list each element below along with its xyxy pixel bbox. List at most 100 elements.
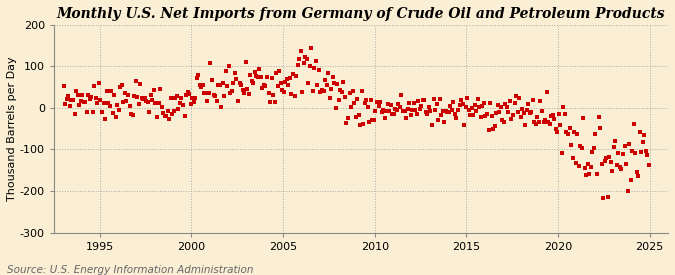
Point (269, 100, 280, 104)
Point (511, 94, 522, 98)
Point (83, 93, 94, 97)
Point (61, 97, 72, 101)
Point (589, 146, 599, 150)
Point (618, 152, 628, 156)
Point (523, 102, 534, 106)
Point (124, 104, 135, 108)
Point (610, 138, 621, 143)
Point (463, 108, 474, 112)
Point (362, 105, 373, 109)
Point (350, 114, 361, 119)
Point (372, 100, 383, 104)
Point (213, 83, 223, 87)
Point (567, 155, 578, 160)
Point (619, 144, 630, 149)
Title: Monthly U.S. Net Imports from Germany of Crude Oil and Petroleum Products: Monthly U.S. Net Imports from Germany of… (57, 7, 666, 21)
Point (404, 101, 414, 106)
Point (310, 59, 321, 63)
Point (272, 84, 283, 89)
Point (178, 103, 188, 107)
Point (462, 96, 472, 101)
Point (423, 105, 434, 109)
Point (95, 98, 106, 102)
Point (402, 107, 413, 111)
Point (92, 101, 103, 105)
Point (521, 108, 532, 112)
Point (301, 57, 312, 61)
Point (475, 115, 486, 119)
Point (268, 93, 279, 97)
Point (529, 120, 540, 125)
Point (579, 166, 590, 170)
Point (414, 106, 425, 111)
Point (601, 156, 612, 160)
Point (138, 97, 148, 101)
Point (471, 109, 482, 113)
Point (566, 142, 576, 147)
Point (633, 174, 644, 178)
Point (641, 149, 651, 153)
Point (491, 111, 502, 115)
Point (286, 92, 297, 96)
Point (344, 91, 355, 95)
Point (628, 121, 639, 126)
Point (451, 116, 462, 121)
Point (448, 100, 459, 104)
Point (460, 105, 471, 109)
Point (433, 117, 443, 122)
Point (456, 98, 466, 102)
Point (587, 150, 598, 154)
Point (382, 101, 393, 106)
Point (520, 123, 531, 127)
Point (488, 126, 499, 131)
Point (89, 84, 100, 88)
Point (130, 79, 141, 83)
Point (367, 118, 378, 122)
Point (285, 76, 296, 81)
Point (329, 81, 340, 85)
Point (199, 91, 210, 95)
Point (326, 87, 337, 91)
Point (526, 110, 537, 115)
Point (474, 104, 485, 109)
Point (452, 108, 463, 112)
Point (153, 101, 164, 105)
Point (364, 120, 375, 124)
Point (590, 132, 601, 136)
Point (133, 102, 144, 106)
Point (242, 87, 252, 91)
Point (387, 111, 398, 116)
Point (503, 109, 514, 114)
Point (468, 112, 479, 117)
Point (274, 69, 285, 73)
Point (280, 80, 291, 84)
Point (165, 96, 176, 100)
Point (295, 49, 306, 54)
Point (98, 101, 109, 105)
Point (373, 104, 384, 108)
Point (148, 87, 159, 92)
Point (259, 82, 269, 87)
Point (321, 82, 332, 87)
Point (622, 189, 633, 193)
Point (97, 109, 107, 114)
Point (544, 122, 555, 127)
Point (227, 88, 238, 93)
Point (159, 114, 170, 119)
Point (185, 102, 196, 106)
Point (245, 73, 256, 78)
Point (283, 83, 294, 88)
Point (262, 75, 273, 79)
Point (514, 95, 524, 100)
Point (575, 144, 586, 148)
Point (332, 82, 343, 86)
Point (401, 116, 412, 120)
Point (578, 116, 589, 121)
Point (356, 89, 367, 93)
Point (205, 61, 216, 65)
Point (246, 79, 257, 83)
Point (417, 98, 428, 102)
Point (132, 95, 142, 100)
Point (314, 68, 325, 72)
Point (248, 81, 259, 86)
